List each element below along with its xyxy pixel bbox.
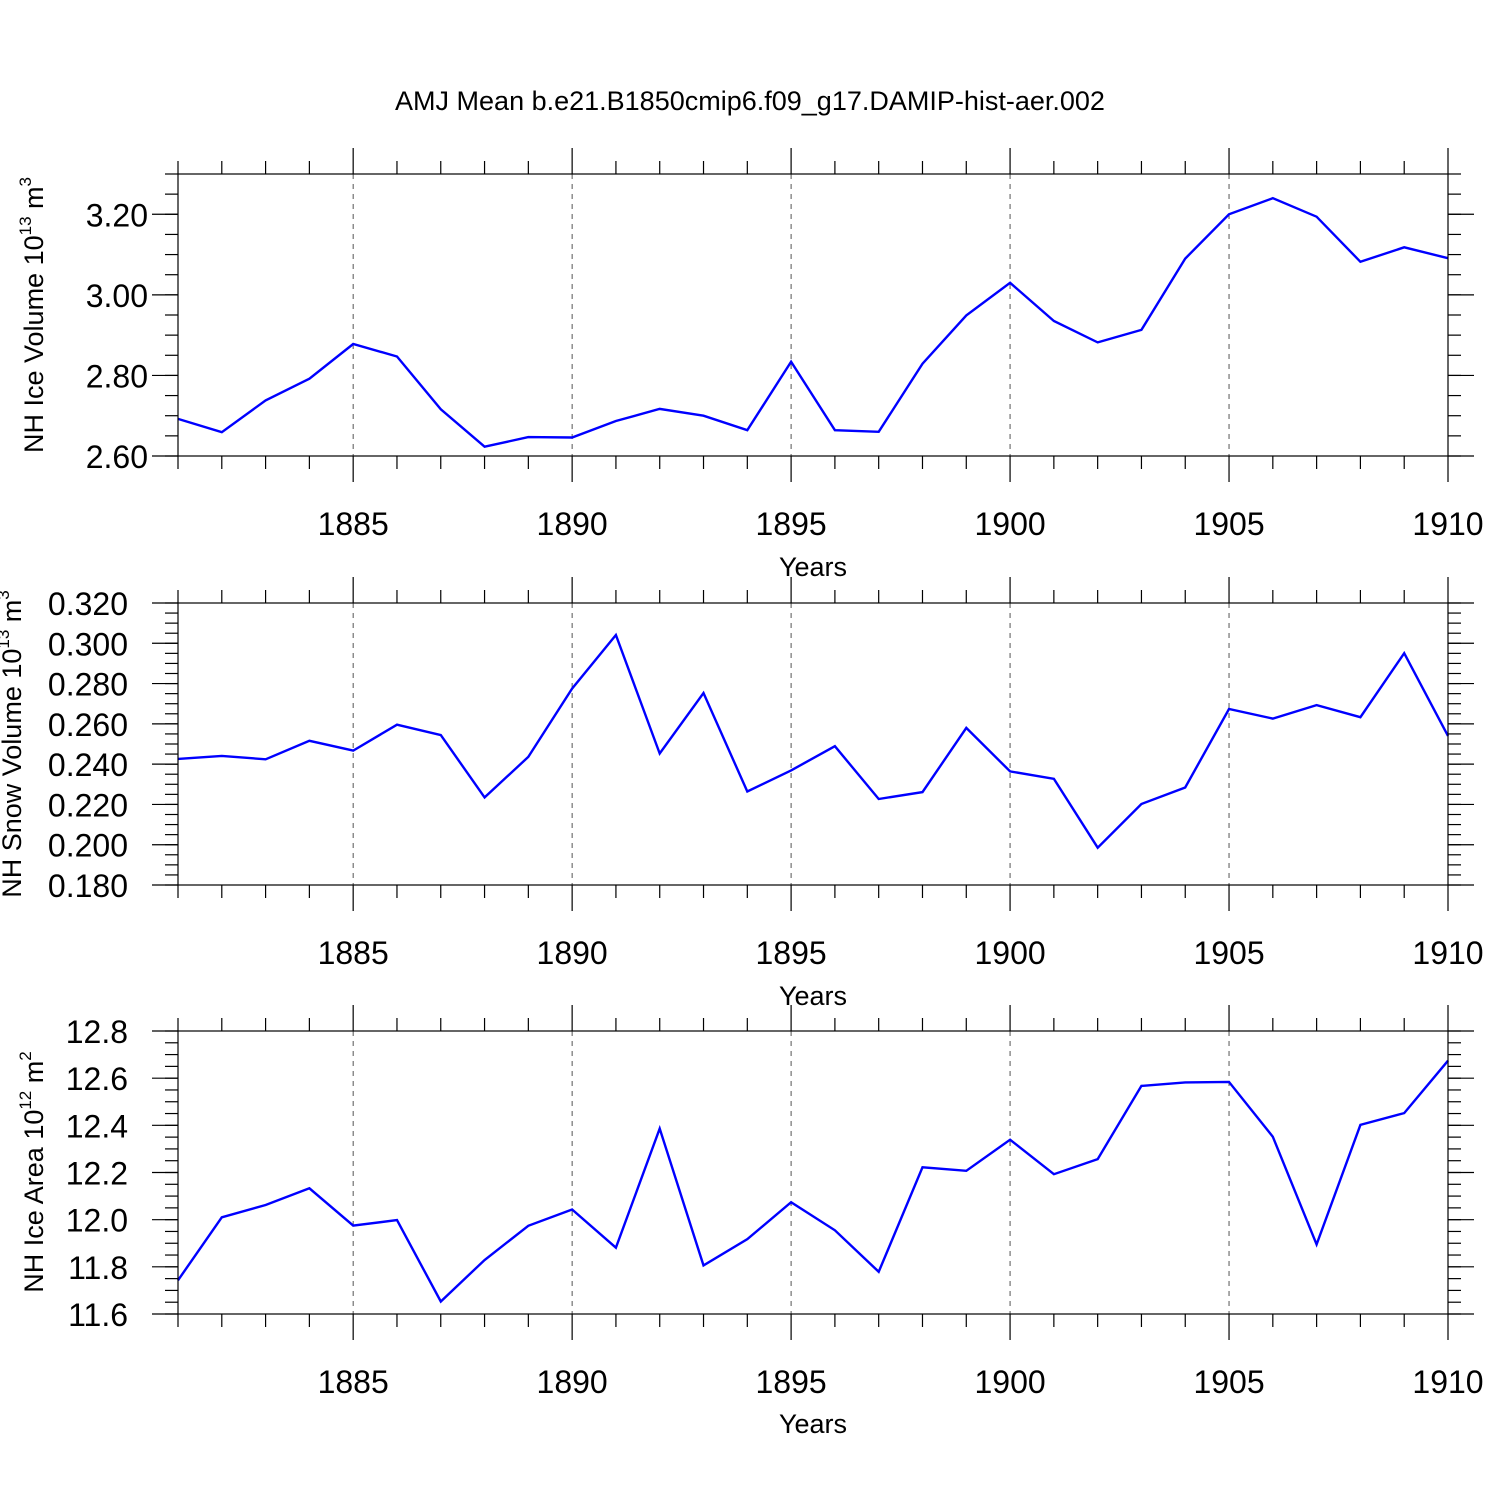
ice-area-ticks	[152, 1005, 1474, 1340]
ice-area-line	[177, 1059, 1449, 1304]
ice-volume-line	[177, 196, 1449, 449]
snow-volume-ytick-label-3: 0.240	[48, 747, 128, 783]
ice-area-ylabel-exp: 12	[16, 1091, 35, 1110]
ice-area-ytick-label-6: 12.8	[66, 1014, 128, 1050]
ice-volume-ytick-label-1: 2.80	[86, 358, 148, 394]
snow-volume-ytick-label-5: 0.280	[48, 667, 128, 703]
ice-area-tick-labels: 11.6 11.8 12.0 12.2 12.4 12.6 12.8 1885 1890 1895…	[66, 1014, 1484, 1400]
snow-volume-ytick-label-1: 0.200	[48, 828, 128, 864]
panel-ice-volume: 2.60 2.80 3.00 3.20 1885 1890 1895 1900 1905 1910…	[16, 148, 1484, 582]
ice-area-xtick-label-1890: 1890	[537, 1364, 608, 1400]
ice-area-ytick-label-5: 12.6	[66, 1061, 128, 1097]
ice-volume-xtick-label-1905: 1905	[1193, 506, 1264, 542]
snow-volume-ylabel-unit-exp: 3	[0, 590, 13, 599]
ice-volume-xtick-label-1890: 1890	[537, 506, 608, 542]
ice-volume-xtick-label-1885: 1885	[318, 506, 389, 542]
ice-volume-ylabel: NH Ice Volume 1013 m3	[16, 177, 49, 453]
ice-volume-xtick-label-1900: 1900	[974, 506, 1045, 542]
ice-area-frame	[177, 1030, 1449, 1315]
ice-area-ytick-label-3: 12.2	[66, 1156, 128, 1192]
snow-volume-xtick-label-1905: 1905	[1193, 935, 1264, 971]
ice-volume-ytick-label-2: 3.00	[86, 278, 148, 314]
snow-volume-xtick-label-1900: 1900	[974, 935, 1045, 971]
snow-volume-ylabel: NH Snow Volume 1013 m3	[0, 590, 27, 898]
ice-area-xlabel: Years	[779, 1409, 847, 1439]
ice-area-xtick-label-1900: 1900	[974, 1364, 1045, 1400]
figure-title: AMJ Mean b.e21.B1850cmip6.f09_g17.DAMIP-…	[395, 86, 1105, 116]
ice-volume-ticks	[152, 148, 1474, 482]
snow-volume-ytick-label-4: 0.260	[48, 707, 128, 743]
ice-area-xtick-label-1910: 1910	[1412, 1364, 1483, 1400]
snow-volume-xtick-label-1910: 1910	[1412, 935, 1483, 971]
ice-volume-ylabel-text: NH Ice Volume 10	[19, 235, 49, 453]
ice-area-ylabel: NH Ice Area 1012 m2	[16, 1051, 49, 1292]
ice-volume-xtick-label-1895: 1895	[756, 506, 827, 542]
ice-area-xtick-label-1905: 1905	[1193, 1364, 1264, 1400]
ice-volume-vgrid	[352, 174, 1230, 456]
snow-volume-ytick-label-7: 0.320	[48, 586, 128, 622]
panel-ice-area: 11.6 11.8 12.0 12.2 12.4 12.6 12.8 1885 1890 1895…	[16, 1005, 1484, 1439]
ice-area-ytick-label-2: 12.0	[66, 1203, 128, 1239]
snow-volume-ytick-label-0: 0.180	[48, 868, 128, 904]
ice-volume-ylabel-exp: 13	[16, 216, 35, 235]
snow-volume-tick-labels: 0.180 0.200 0.220 0.240 0.260 0.280 0.300 0.320…	[48, 586, 1484, 971]
snow-volume-xtick-label-1895: 1895	[756, 935, 827, 971]
snow-volume-xtick-label-1890: 1890	[537, 935, 608, 971]
snow-volume-ytick-label-6: 0.300	[48, 626, 128, 662]
panel-snow-volume: 0.180 0.200 0.220 0.240 0.260 0.280 0.300 0.320…	[0, 577, 1484, 1011]
ice-area-vgrid	[352, 1031, 1230, 1314]
ice-area-ylabel-text: NH Ice Area 10	[19, 1110, 49, 1293]
snow-volume-vgrid	[352, 603, 1230, 885]
snow-volume-xlabel: Years	[779, 981, 847, 1011]
snow-volume-xtick-label-1885: 1885	[318, 935, 389, 971]
ice-area-ylabel-unit: m	[19, 1061, 49, 1091]
ice-area-xtick-label-1895: 1895	[756, 1364, 827, 1400]
snow-volume-ylabel-text: NH Snow Volume 10	[0, 649, 27, 898]
snow-volume-ytick-label-2: 0.220	[48, 787, 128, 823]
snow-volume-ticks	[152, 577, 1474, 911]
ice-volume-ylabel-unit-exp: 3	[16, 177, 35, 186]
ice-volume-ylabel-unit: m	[19, 186, 49, 216]
ice-area-xtick-label-1885: 1885	[318, 1364, 389, 1400]
ice-area-ytick-label-4: 12.4	[66, 1108, 128, 1144]
snow-volume-line	[177, 632, 1450, 850]
ice-area-ytick-label-1: 11.8	[68, 1250, 128, 1286]
ice-volume-xtick-label-1910: 1910	[1412, 506, 1483, 542]
ice-volume-xlabel: Years	[779, 552, 847, 582]
ice-area-ytick-label-0: 11.6	[68, 1297, 128, 1333]
snow-volume-ylabel-exp: 13	[0, 630, 13, 649]
ice-volume-frame	[177, 173, 1449, 457]
snow-volume-frame	[177, 602, 1449, 886]
snow-volume-ylabel-unit: m	[0, 600, 27, 630]
ice-volume-ytick-label-3: 3.20	[86, 197, 148, 233]
ice-volume-tick-labels: 2.60 2.80 3.00 3.20 1885 1890 1895 1900 1905 1910	[86, 197, 1484, 542]
ice-area-ylabel-unit-exp: 2	[16, 1051, 35, 1060]
ice-volume-ytick-label-0: 2.60	[86, 439, 148, 475]
